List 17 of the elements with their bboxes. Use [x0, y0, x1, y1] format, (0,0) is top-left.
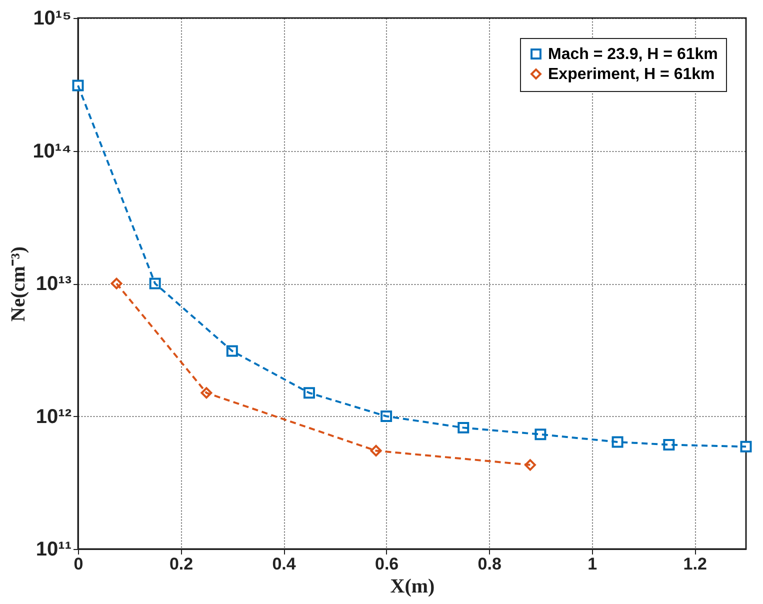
- x-tick-label: 1: [588, 554, 598, 574]
- y-tick-label: 10¹²: [36, 406, 72, 428]
- x-tick-label: 0.8: [478, 554, 502, 574]
- x-tick-label: 0.4: [272, 554, 296, 574]
- legend-label: Mach = 23.9, H = 61km: [548, 46, 718, 63]
- x-tick-label: 0.2: [169, 554, 194, 574]
- x-tick-label: 0.6: [374, 554, 399, 574]
- x-tick-label: 1.2: [683, 554, 707, 574]
- y-tick-label: 10¹⁴: [32, 140, 72, 162]
- y-axis-title: Ne(cm⁻³): [8, 246, 30, 322]
- point: [740, 440, 752, 452]
- legend-label: Experiment, H = 61km: [548, 66, 715, 83]
- x-tick-label: 0: [74, 554, 84, 574]
- y-tick-label: 10¹³: [36, 273, 72, 295]
- y-tick-label: 10¹¹: [36, 538, 72, 560]
- y-tick-label: 10¹⁵: [33, 8, 72, 30]
- x-axis-title: X(m): [390, 576, 435, 598]
